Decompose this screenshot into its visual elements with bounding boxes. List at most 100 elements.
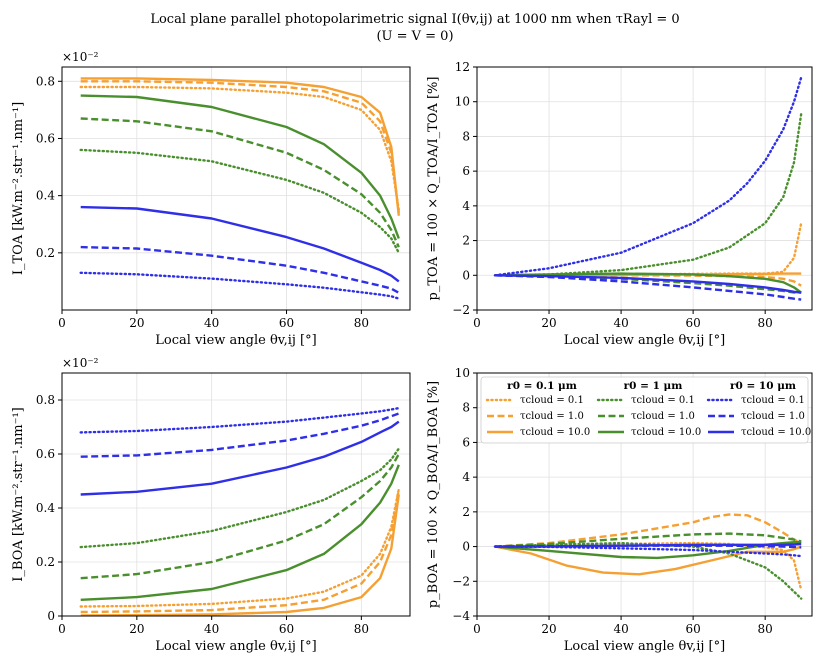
x-tick-label: 0 [58, 622, 66, 636]
legend-header: r0 = 1 μm [624, 380, 683, 392]
x-tick-label: 0 [473, 316, 481, 330]
series-line [79, 271, 400, 300]
x-tick-label: 40 [613, 316, 628, 330]
y-offset-text: ×10⁻² [62, 356, 99, 370]
legend-label: τcloud = 0.1 [741, 395, 805, 406]
series-line [79, 85, 400, 212]
y-tick-label: 8 [462, 129, 470, 143]
series-line [494, 541, 802, 560]
y-tick-label: 0 [462, 540, 470, 554]
legend-box [480, 376, 809, 444]
panel-p_BOA: 0 20 40 60 80 −4 −2 0 2 4 6 8 10 Local view angle θv,… [426, 366, 813, 654]
y-tick-label: −2 [452, 303, 470, 317]
figure-title-line1: Local plane parallel photopolarimetric s… [150, 12, 679, 27]
x-tick-label: 40 [613, 622, 628, 636]
series-line [494, 274, 802, 301]
x-tick-label: 80 [354, 316, 369, 330]
x-tick-label: 20 [541, 622, 556, 636]
y-tick-label: 6 [462, 164, 470, 178]
axes-frame [476, 66, 813, 311]
series-line [495, 542, 802, 548]
x-tick-label: 20 [129, 316, 144, 330]
series-line [494, 274, 802, 294]
x-tick-label: 60 [279, 316, 294, 330]
y-axis-label: p_TOA = 100 × Q_TOA/I_TOA [%] [426, 77, 441, 301]
legend-label: τcloud = 1.0 [741, 411, 805, 422]
x-tick-label: 80 [758, 316, 773, 330]
y-tick-label: 0 [47, 609, 55, 623]
y-tick-label: −4 [452, 609, 470, 623]
x-tick-label: 0 [58, 316, 66, 330]
y-tick-label: 0.2 [36, 555, 55, 569]
y-tick-label: 0.4 [36, 501, 55, 515]
series-line [80, 494, 400, 616]
legend-label: τcloud = 10.0 [631, 427, 701, 438]
series-line [80, 94, 400, 239]
x-axis-label: Local view angle θv,ij [°] [564, 333, 725, 348]
y-tick-label: 4 [462, 199, 470, 213]
series-line [494, 532, 802, 548]
series-line [80, 80, 400, 213]
y-axis-label: I_BOA [kW.m⁻².str⁻¹.nm⁻¹] [11, 407, 26, 581]
series-line [79, 447, 400, 549]
legend-label: τcloud = 10.0 [520, 427, 590, 438]
series-line [80, 464, 400, 601]
x-tick-label: 60 [279, 622, 294, 636]
x-tick-label: 60 [685, 622, 700, 636]
legend-header: r0 = 10 μm [730, 380, 796, 392]
y-tick-label: 10 [455, 366, 470, 380]
y-tick-label: 12 [455, 60, 470, 74]
series-line [493, 541, 803, 600]
y-tick-label: 10 [455, 95, 470, 109]
series-line [494, 545, 802, 576]
legend-label: τcloud = 10.0 [741, 427, 811, 438]
y-tick-label: 0 [462, 268, 470, 282]
y-tick-label: 0.8 [36, 393, 55, 407]
y-tick-label: 2 [462, 234, 470, 248]
x-tick-label: 40 [204, 316, 219, 330]
x-tick-label: 0 [473, 622, 481, 636]
series-line [80, 420, 400, 496]
series-line [80, 412, 400, 458]
y-axis-label: p_BOA = 100 × Q_BOA/I_BOA [%] [426, 381, 441, 608]
y-axis-label: I_TOA [kW.m⁻².str⁻¹.nm⁻¹] [11, 102, 26, 275]
series-line [79, 487, 400, 608]
axes-frame [476, 372, 813, 617]
x-tick-label: 20 [129, 622, 144, 636]
axes-frame [61, 66, 411, 311]
y-tick-label: 0.4 [36, 189, 55, 203]
y-tick-label: 8 [462, 401, 470, 415]
x-tick-label: 80 [758, 622, 773, 636]
panel-I_BOA: 0 20 40 60 80 0 0.2 0.4 0.6 0.8 Local view angle θ… [11, 356, 411, 654]
y-tick-label: 0.6 [36, 131, 55, 145]
series-line [79, 406, 400, 434]
legend-label: τcloud = 0.1 [520, 395, 584, 406]
legend-label: τcloud = 1.0 [631, 411, 695, 422]
series-line [493, 76, 803, 277]
legend-label: τcloud = 0.1 [631, 395, 695, 406]
legend-header: r0 = 0.1 μm [507, 380, 577, 392]
x-tick-label: 80 [354, 622, 369, 636]
series-line [80, 453, 400, 580]
y-tick-label: 4 [462, 470, 470, 484]
series-line [79, 148, 400, 255]
series-line [493, 112, 803, 277]
y-tick-label: 6 [462, 435, 470, 449]
x-axis-label: Local view angle θv,ij [°] [155, 639, 316, 654]
axes-frame [61, 372, 411, 617]
series-line [494, 272, 802, 294]
panel-I_TOA: 0 20 40 60 80 0.2 0.4 0.6 0.8 Local view angle θv… [11, 50, 411, 348]
legend: r0 = 0.1 μm τcloud = 0.1 τcloud = 1.0 τclou… [480, 376, 811, 444]
series-line [80, 245, 400, 294]
y-offset-text: ×10⁻² [62, 50, 99, 64]
series-line [80, 205, 400, 283]
series-line [494, 513, 802, 548]
series-line [80, 117, 400, 248]
x-axis-label: Local view angle θv,ij [°] [155, 333, 316, 348]
series-line [80, 488, 400, 614]
figure-title-line2: (U = V = 0) [376, 29, 453, 44]
x-tick-label: 40 [204, 622, 219, 636]
y-tick-label: 0.8 [36, 74, 55, 88]
